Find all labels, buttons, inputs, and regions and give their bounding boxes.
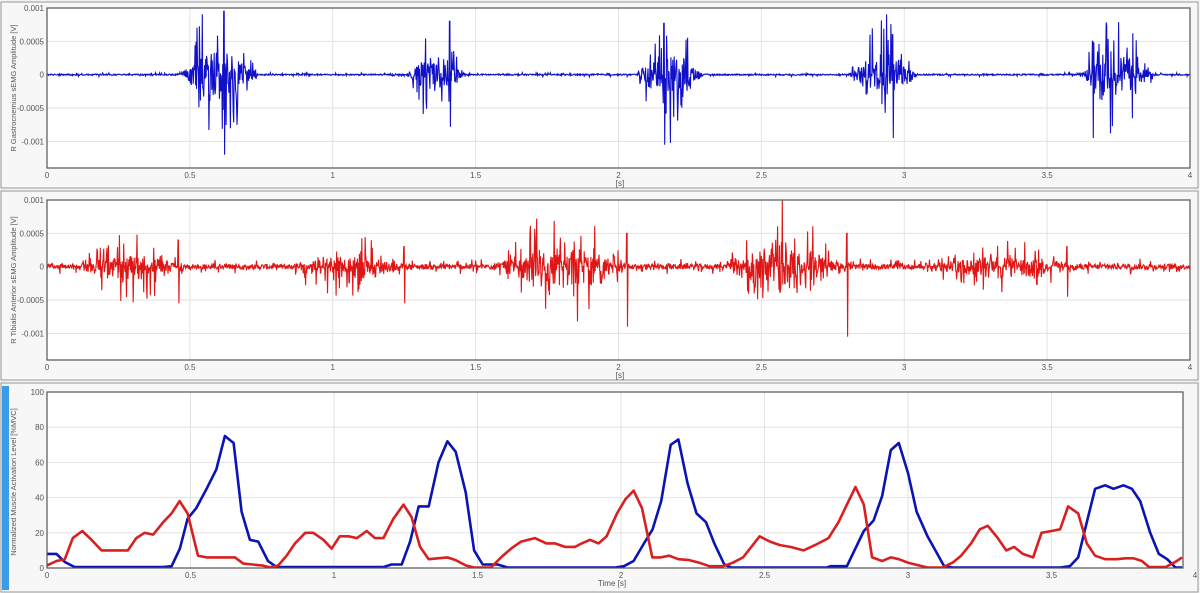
panel-tibialis: 0 0.5 1 1.5 2 2.5 3 3.5 4 0.001 0.0005 0 -0.0005 -0.0…	[0, 190, 1199, 381]
x-tick-label: 3	[902, 363, 907, 372]
panel-gastrocnemius: 0 0.5 1 1.5 2 2.5 3 3.5 4 0.001 0.0005 0 -0.0005 -0.0…	[0, 1, 1199, 189]
tibialis-emg-signal	[47, 200, 1190, 337]
y-tick-label: 0	[40, 263, 45, 272]
x-tick-label: 1.5	[470, 363, 482, 372]
x-tick-label: 1	[331, 363, 336, 372]
x-tick-label: 4	[1188, 171, 1193, 180]
x-tick-label: 0.5	[185, 571, 197, 580]
x-tick-label: 3.5	[1046, 571, 1058, 580]
activation-plot: 0 0.5 1 1.5 2 2.5 3 3.5 4 100 80 60 40 20 0	[31, 388, 1198, 580]
x-tick-label: 3	[902, 171, 907, 180]
x-tick-label: 2	[616, 363, 621, 372]
y-tick-label: -0.001	[21, 329, 44, 338]
x-tick-label: 0.5	[184, 171, 196, 180]
x-tick-label: 2.5	[756, 171, 768, 180]
x-tick-label: 0	[45, 363, 50, 372]
y-tick-label: 0	[40, 564, 45, 573]
y-tick-label: -0.0005	[17, 104, 45, 113]
y-tick-label: 20	[35, 529, 44, 538]
panel-selection-bar[interactable]	[2, 386, 9, 590]
gastrocnemius-emg-signal	[47, 10, 1190, 155]
x-axis-label: [s]	[616, 371, 624, 380]
y-tick-label: 0	[40, 71, 45, 80]
plot-border	[46, 199, 1191, 361]
y-tick-label: -0.0005	[17, 296, 45, 305]
x-tick-label: 1	[332, 571, 337, 580]
y-tick-label: 0.001	[24, 4, 45, 13]
y-tick-label: 0.0005	[20, 229, 45, 238]
x-tick-label: 0.5	[184, 363, 196, 372]
x-tick-label: 2.5	[756, 363, 768, 372]
x-tick-label: 4	[1188, 363, 1193, 372]
plot-border	[46, 391, 1184, 569]
x-tick-label: 3	[906, 571, 911, 580]
activation-series-red	[47, 485, 1183, 568]
y-tick-label: 0.001	[24, 196, 45, 205]
activation-series-blue	[47, 434, 1183, 568]
y-axis-label: R Tibialis Anterior sEMG Amplitude [V]	[9, 216, 18, 344]
tibialis-plot: 0 0.5 1 1.5 2 2.5 3 3.5 4 0.001 0.0005 0 -0.0005 -0.0…	[17, 196, 1193, 372]
panel-activation: 0 0.5 1 1.5 2 2.5 3 3.5 4 100 80 60 40 20 0 Normalized…	[0, 382, 1199, 593]
y-axis-label: R Gastrocnemius sEMG Amplitude [V]	[9, 24, 18, 151]
x-axis-label: [s]	[616, 179, 624, 188]
x-tick-label: 1.5	[470, 171, 482, 180]
x-tick-label: 2	[619, 571, 624, 580]
y-tick-label: 100	[31, 388, 45, 397]
x-tick-label: 0	[45, 171, 50, 180]
gastrocnemius-plot: 0 0.5 1 1.5 2 2.5 3 3.5 4 0.001 0.0005 0 -0.0005 -0.0…	[17, 4, 1193, 180]
x-tick-label: 2	[616, 171, 621, 180]
y-tick-label: 60	[35, 458, 44, 467]
x-tick-label: 0	[45, 571, 50, 580]
x-tick-label: 3.5	[1042, 363, 1054, 372]
x-tick-label: 1.5	[472, 571, 484, 580]
x-tick-label: 2.5	[759, 571, 771, 580]
x-tick-label: 1	[331, 171, 336, 180]
y-tick-label: 40	[35, 494, 44, 503]
plot-border	[46, 7, 1191, 169]
y-tick-label: 80	[35, 423, 44, 432]
y-tick-label: 0.0005	[20, 37, 45, 46]
x-tick-label: 3.5	[1042, 171, 1054, 180]
y-tick-label: -0.001	[21, 137, 44, 146]
y-axis-label: Normalized Muscle Activation Level [%MVC…	[9, 408, 18, 556]
x-tick-label: 4	[1193, 571, 1198, 580]
x-axis-label: Time [s]	[598, 579, 626, 588]
plot-area	[47, 392, 1183, 568]
